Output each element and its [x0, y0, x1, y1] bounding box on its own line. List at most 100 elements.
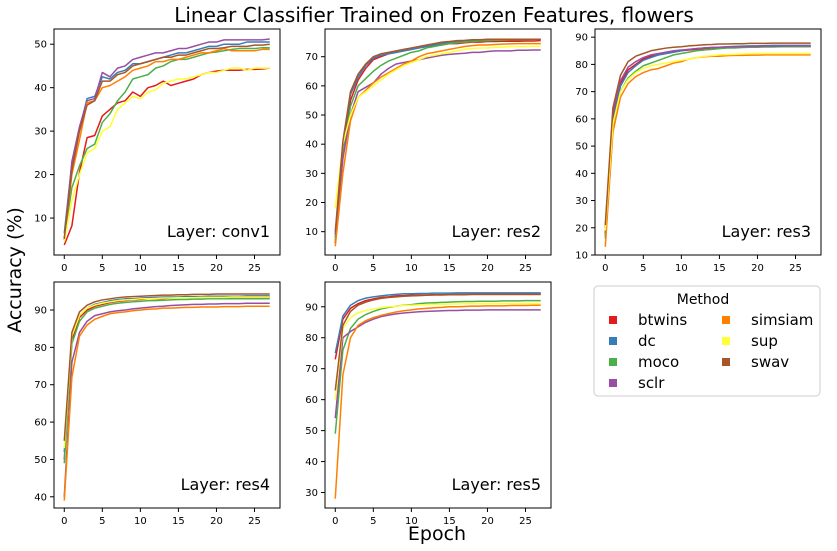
- x-tick-label: 5: [640, 263, 646, 274]
- series-line-swav: [63, 293, 270, 441]
- y-tick-label: 80: [34, 343, 47, 354]
- x-tick-label: 25: [248, 263, 261, 274]
- x-tick-label: 20: [210, 263, 223, 274]
- figure-title: Linear Classifier Trained on Frozen Feat…: [174, 3, 694, 27]
- x-tick-label: 5: [99, 263, 105, 274]
- y-tick-label: 40: [305, 457, 318, 468]
- legend-title: Method: [677, 292, 730, 308]
- legend-swatch: [722, 316, 730, 324]
- y-tick-label: 70: [305, 364, 318, 375]
- x-tick-label: 20: [210, 516, 223, 527]
- y-tick-label: 20: [305, 198, 318, 209]
- legend-item-moco: moco: [609, 353, 679, 371]
- y-tick-label: 30: [575, 196, 588, 207]
- legend-label: moco: [638, 353, 679, 371]
- x-tick-label: 20: [481, 516, 494, 527]
- series-line-moco: [63, 298, 270, 464]
- plot-area-frame: [53, 281, 281, 509]
- x-tick-label: 0: [332, 263, 338, 274]
- legend-swatch: [722, 358, 730, 366]
- y-tick-label: 30: [305, 169, 318, 180]
- series-line-sclr: [63, 38, 270, 240]
- y-tick-label: 60: [34, 418, 47, 429]
- y-tick-label: 40: [34, 492, 47, 503]
- series-line-sup: [334, 45, 541, 209]
- legend-label: simsiam: [751, 311, 813, 329]
- legend-swatch: [609, 358, 617, 366]
- series-line-simsiam: [334, 42, 541, 247]
- series-line-btwins: [334, 39, 541, 244]
- x-tick-label: 10: [405, 516, 418, 527]
- legend-item-dc: dc: [609, 332, 656, 350]
- legend-label: sup: [751, 332, 778, 350]
- series-line-sup: [334, 302, 541, 400]
- series-line-simsiam: [604, 54, 811, 247]
- y-tick-label: 50: [305, 426, 318, 437]
- x-tick-label: 10: [405, 263, 418, 274]
- layer-annotation: Layer: conv1: [167, 222, 270, 241]
- legend: Method btwins dc moco sclr simsiam sup swav: [593, 285, 821, 397]
- x-tick-label: 20: [481, 263, 494, 274]
- series-line-simsiam: [63, 305, 270, 501]
- x-tick-label: 10: [675, 263, 688, 274]
- x-tick-label: 0: [61, 516, 67, 527]
- series-line-sclr: [334, 49, 541, 235]
- legend-item-simsiam: simsiam: [722, 311, 813, 329]
- y-tick-label: 90: [575, 33, 588, 44]
- x-tick-label: 0: [602, 263, 608, 274]
- series-line-sup: [63, 296, 270, 449]
- series-line-moco: [334, 38, 541, 241]
- y-tick-label: 70: [305, 52, 318, 63]
- y-tick-label: 80: [575, 60, 588, 71]
- series-line-dc: [604, 44, 811, 236]
- series-line-sclr: [604, 45, 811, 228]
- x-tick-label: 10: [134, 516, 147, 527]
- subplot: 0 5 10 15 20 25 10 20 30 40 50 60 70 Layer: res2: [305, 28, 552, 274]
- series-line-simsiam: [63, 47, 270, 240]
- series-line-sclr: [334, 309, 541, 419]
- y-tick-label: 30: [34, 127, 47, 138]
- y-tick-label: 20: [575, 223, 588, 234]
- x-tick-label: 20: [751, 263, 764, 274]
- legend-frame: [593, 285, 821, 397]
- figure-y-axis-label: Accuracy (%): [4, 207, 26, 333]
- plot-area-frame: [53, 28, 281, 256]
- legend-items: btwins dc moco sclr simsiam sup swav: [609, 311, 813, 392]
- x-tick-label: 15: [713, 263, 726, 274]
- x-tick-label: 15: [443, 516, 456, 527]
- layer-annotation: Layer: res3: [722, 222, 811, 241]
- x-tick-label: 10: [134, 263, 147, 274]
- series-line-moco: [604, 45, 811, 239]
- y-tick-label: 70: [575, 87, 588, 98]
- series-line-btwins: [604, 45, 811, 234]
- legend-item-btwins: btwins: [609, 311, 687, 329]
- legend-label: sclr: [638, 374, 665, 392]
- y-tick-label: 80: [305, 333, 318, 344]
- y-tick-label: 90: [305, 302, 318, 313]
- y-tick-label: 50: [34, 455, 47, 466]
- subplot: 0 5 10 15 20 25 10 20 30 40 50 Layer: conv1: [34, 28, 281, 274]
- plot-area-frame: [594, 28, 822, 256]
- x-tick-label: 5: [99, 516, 105, 527]
- x-tick-label: 25: [519, 263, 532, 274]
- x-tick-label: 0: [61, 263, 67, 274]
- x-tick-label: 5: [370, 263, 376, 274]
- legend-item-sup: sup: [722, 332, 778, 350]
- series-line-swav: [63, 43, 270, 240]
- x-tick-label: 25: [789, 263, 802, 274]
- legend-swatch: [609, 316, 617, 324]
- series-line-moco: [63, 46, 270, 238]
- legend-label: swav: [751, 353, 789, 371]
- subplot: 0 5 10 15 20 25 10 20 30 40 50 60 70 80 90 Layer: res3: [575, 28, 822, 274]
- series-line-simsiam: [334, 304, 541, 499]
- figure-x-axis-label: Epoch: [408, 523, 466, 545]
- layer-annotation: Layer: res4: [181, 475, 270, 494]
- y-tick-label: 50: [575, 142, 588, 153]
- series-line-dc: [334, 292, 541, 354]
- x-tick-label: 5: [370, 516, 376, 527]
- series-line-btwins: [63, 296, 270, 460]
- legend-item-swav: swav: [722, 353, 789, 371]
- y-tick-label: 40: [305, 140, 318, 151]
- series-line-sup: [604, 52, 811, 231]
- x-tick-label: 0: [332, 516, 338, 527]
